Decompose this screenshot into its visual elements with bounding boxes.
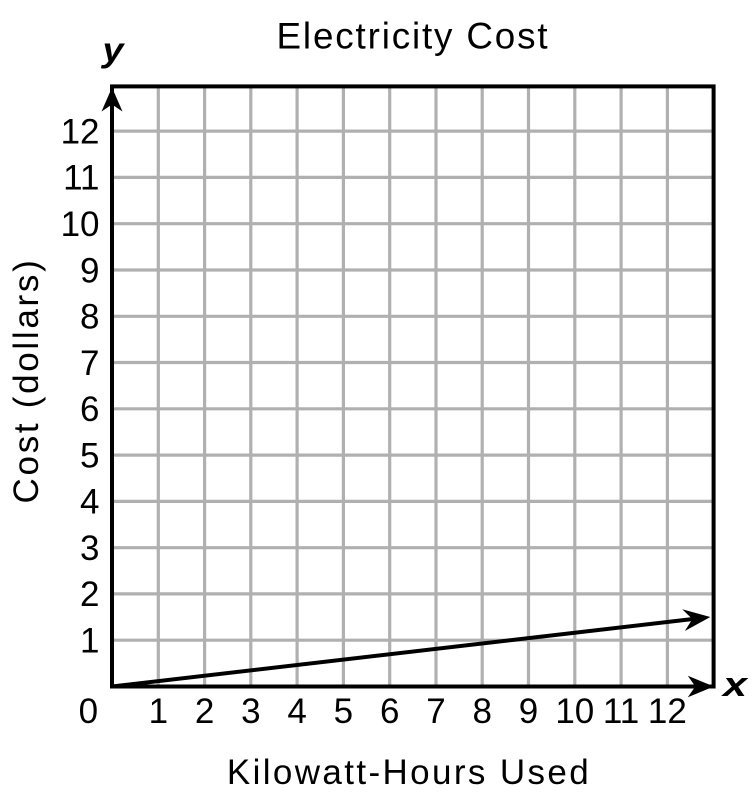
svg-text:8: 8 <box>472 692 491 731</box>
svg-text:4: 4 <box>287 692 306 731</box>
svg-text:11: 11 <box>603 692 639 731</box>
svg-text:12: 12 <box>648 692 687 731</box>
svg-text:8: 8 <box>80 298 99 337</box>
svg-text:4: 4 <box>80 483 99 522</box>
svg-text:6: 6 <box>80 390 99 429</box>
svg-text:Electricity Cost: Electricity Cost <box>277 16 550 57</box>
svg-text:6: 6 <box>380 692 399 731</box>
svg-text:9: 9 <box>80 251 99 290</box>
svg-text:Cost (dollars): Cost (dollars) <box>7 258 46 504</box>
svg-text:2: 2 <box>80 575 99 614</box>
svg-text:x: x <box>720 666 749 704</box>
svg-text:2: 2 <box>195 692 214 731</box>
svg-text:11: 11 <box>63 159 99 198</box>
svg-text:7: 7 <box>80 344 99 383</box>
svg-text:0: 0 <box>79 692 98 731</box>
svg-text:10: 10 <box>61 205 100 244</box>
svg-text:5: 5 <box>80 436 99 475</box>
svg-text:7: 7 <box>426 692 445 731</box>
svg-text:10: 10 <box>555 692 594 731</box>
svg-text:3: 3 <box>80 529 99 568</box>
svg-text:1: 1 <box>80 622 99 661</box>
svg-text:3: 3 <box>241 692 260 731</box>
svg-text:y: y <box>100 31 126 69</box>
svg-text:9: 9 <box>519 692 538 731</box>
svg-text:Kilowatt-Hours Used: Kilowatt-Hours Used <box>227 753 591 792</box>
svg-text:5: 5 <box>334 692 353 731</box>
svg-text:1: 1 <box>149 692 168 731</box>
svg-text:12: 12 <box>61 112 100 151</box>
